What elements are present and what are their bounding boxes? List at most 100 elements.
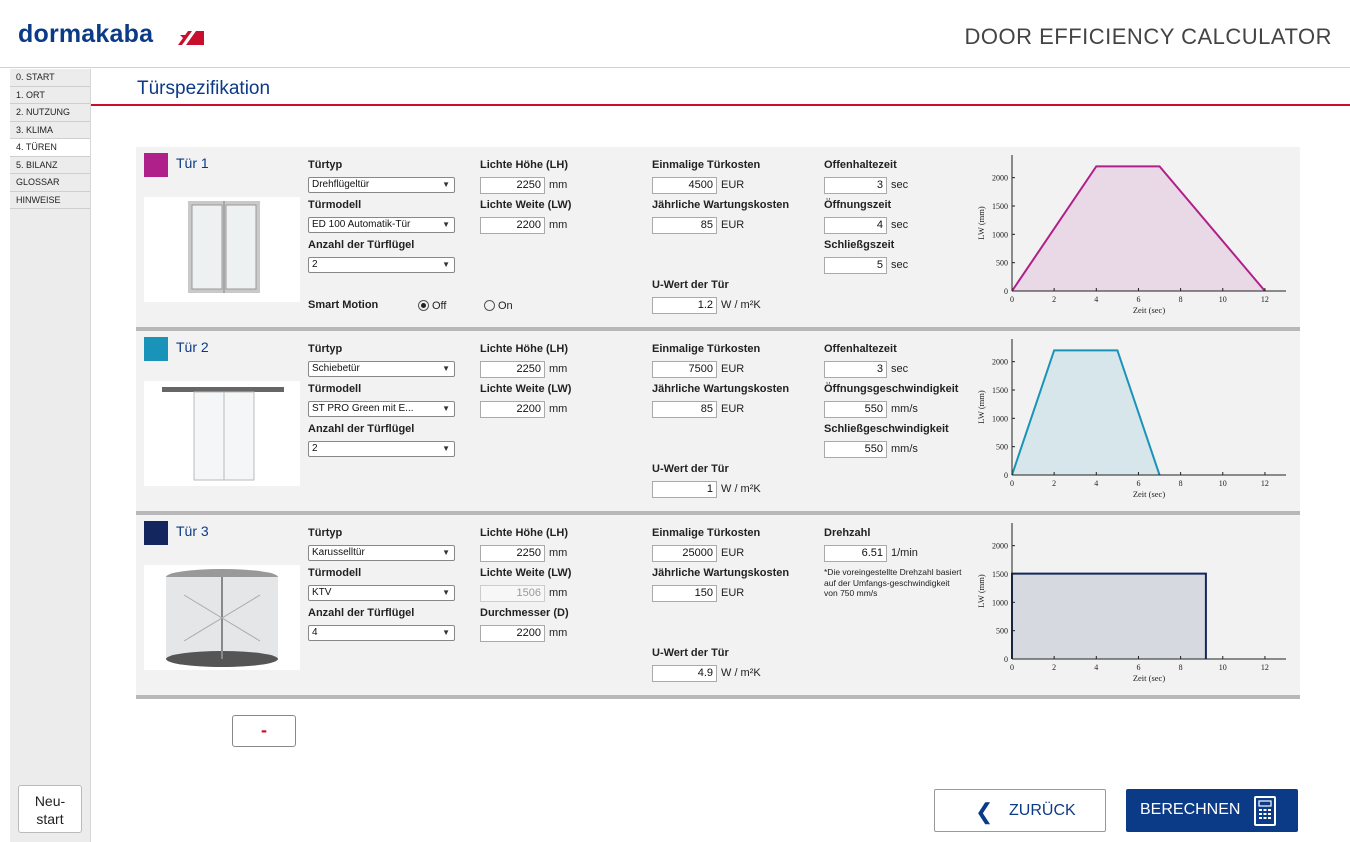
chart-y-tick-label: 500 — [996, 443, 1008, 452]
back-label: ZURÜCK — [1009, 802, 1076, 819]
mms-unit: mm/s — [891, 403, 918, 415]
door-model-label: Türmodell — [308, 567, 362, 579]
chart-y-tick-label: 500 — [996, 627, 1008, 636]
smart-motion-on-radio[interactable]: On — [484, 300, 513, 312]
smart-motion-off-radio[interactable]: Off — [418, 300, 446, 312]
one-time-cost-input[interactable]: 4500 — [652, 177, 717, 194]
eur-unit: EUR — [721, 179, 745, 191]
nav-start[interactable]: 0. START — [10, 69, 90, 87]
chart-x-tick-label: 6 — [1136, 663, 1140, 672]
clear-width-input-disabled: 1506 — [480, 585, 545, 602]
chart-y-tick-label: 1000 — [992, 230, 1008, 239]
u-value-label: U-Wert der Tür — [652, 647, 729, 659]
remove-door-button[interactable]: - — [232, 715, 296, 747]
clear-width-input[interactable]: 2200 — [480, 401, 545, 418]
chart-y-tick-label: 0 — [1004, 655, 1008, 664]
clear-height-input[interactable]: 2250 — [480, 361, 545, 378]
door-color-swatch — [144, 153, 168, 177]
diameter-input[interactable]: 2200 — [480, 625, 545, 642]
nav-nutzung[interactable]: 2. NUTZUNG — [10, 104, 90, 122]
one-time-cost-input[interactable]: 7500 — [652, 361, 717, 378]
door-type-select[interactable]: Karusselltür ▼ — [308, 545, 455, 561]
leaf-count-value: 2 — [312, 443, 318, 454]
mm-unit: mm — [549, 587, 568, 599]
door-name: Tür 1 — [176, 155, 209, 171]
door-1-chart: 0 2 4 6 8 10 12 0 500 1000 1500 2000 Zeit (sec) LW (m… — [976, 155, 1286, 315]
chevron-left-icon: ❮ — [975, 799, 994, 824]
leaf-count-select[interactable]: 2 ▼ — [308, 441, 455, 457]
nav-glossar[interactable]: GLOSSAR — [10, 174, 90, 192]
opening-time-input[interactable]: 4 — [824, 217, 887, 234]
one-time-cost-input[interactable]: 25000 — [652, 545, 717, 562]
eur-unit: EUR — [721, 363, 745, 375]
maintenance-label: Jährliche Wartungskosten — [652, 199, 790, 211]
nav-hinweise[interactable]: HINWEISE — [10, 191, 90, 209]
chart-x-tick-label: 4 — [1094, 479, 1098, 488]
clear-height-input[interactable]: 2250 — [480, 545, 545, 562]
door-model-select[interactable]: ST PRO Green mit E... ▼ — [308, 401, 455, 417]
leaf-count-select[interactable]: 2 ▼ — [308, 257, 455, 273]
chart-y-axis-label: LW (mm) — [976, 206, 986, 240]
door-model-label: Türmodell — [308, 199, 362, 211]
u-value-unit: W / m²K — [721, 299, 761, 311]
rotation-label: Drehzahl — [824, 527, 871, 539]
calculate-button[interactable]: BERECHNEN — [1126, 789, 1298, 832]
maintenance-input[interactable]: 85 — [652, 217, 717, 234]
sliding-door-image — [144, 381, 300, 486]
rotation-note: *Die voreingestellte Drehzahl basiert au… — [824, 567, 962, 598]
leaf-count-select[interactable]: 4 ▼ — [308, 625, 455, 641]
title-divider — [91, 104, 1350, 106]
sidebar: 0. START 1. ORT 2. NUTZUNG 3. KLIMA 4. T… — [10, 69, 91, 842]
chart-y-tick-label: 1500 — [992, 386, 1008, 395]
u-value-input[interactable]: 1.2 — [652, 297, 717, 314]
maintenance-input[interactable]: 150 — [652, 585, 717, 602]
restart-label-2: start — [36, 811, 64, 827]
door-color-swatch — [144, 521, 168, 545]
chart-x-tick-label: 2 — [1052, 295, 1056, 304]
chart-x-axis-label: Zeit (sec) — [1133, 673, 1165, 683]
closing-time-input[interactable]: 5 — [824, 257, 887, 274]
nav-tueren[interactable]: 4. TÜREN — [10, 139, 90, 157]
door-type-value: Drehflügeltür — [312, 179, 370, 190]
door-model-select[interactable]: KTV ▼ — [308, 585, 455, 601]
maintenance-input[interactable]: 85 — [652, 401, 717, 418]
dropdown-arrow-icon: ▼ — [442, 180, 450, 189]
restart-button[interactable]: Neu- start — [18, 785, 82, 833]
chart-x-tick-label: 10 — [1219, 479, 1227, 488]
rotation-input[interactable]: 6.51 — [824, 545, 887, 562]
chart-x-tick-label: 2 — [1052, 479, 1056, 488]
chart-y-tick-label: 1500 — [992, 570, 1008, 579]
dormakaba-logo[interactable]: dormakaba — [18, 20, 154, 48]
chart-y-axis-label: LW (mm) — [976, 390, 986, 424]
page-title: Türspezifikation — [137, 78, 271, 99]
radio-off-label: Off — [432, 300, 447, 312]
clear-height-input[interactable]: 2250 — [480, 177, 545, 194]
mms-unit: mm/s — [891, 443, 918, 455]
u-value-input[interactable]: 4.9 — [652, 665, 717, 682]
chart-x-tick-label: 8 — [1179, 663, 1183, 672]
nav-bilanz[interactable]: 5. BILANZ — [10, 156, 90, 174]
hold-open-input[interactable]: 3 — [824, 361, 887, 378]
chart-y-tick-label: 0 — [1004, 471, 1008, 480]
back-button[interactable]: ❮ ZURÜCK — [934, 789, 1106, 832]
hold-open-input[interactable]: 3 — [824, 177, 887, 194]
one-time-cost-label: Einmalige Türkosten — [652, 343, 761, 355]
opening-speed-input[interactable]: 550 — [824, 401, 887, 418]
nav-ort[interactable]: 1. ORT — [10, 86, 90, 104]
u-value-input[interactable]: 1 — [652, 481, 717, 498]
chart-x-axis-label: Zeit (sec) — [1133, 305, 1165, 315]
door-type-select[interactable]: Schiebetür ▼ — [308, 361, 455, 377]
nav-klima[interactable]: 3. KLIMA — [10, 121, 90, 139]
door-type-select[interactable]: Drehflügeltür ▼ — [308, 177, 455, 193]
u-value-unit: W / m²K — [721, 483, 761, 495]
clear-width-input[interactable]: 2200 — [480, 217, 545, 234]
mm-unit: mm — [549, 547, 568, 559]
chart-x-tick-label: 0 — [1010, 295, 1014, 304]
diameter-label: Durchmesser (D) — [480, 607, 569, 619]
door-model-select[interactable]: ED 100 Automatik-Tür ▼ — [308, 217, 455, 233]
closing-speed-input[interactable]: 550 — [824, 441, 887, 458]
mm-unit: mm — [549, 403, 568, 415]
chart-area-fill — [1012, 573, 1206, 659]
leaf-count-label: Anzahl der Türflügel — [308, 239, 415, 251]
door-model-value: ST PRO Green mit E... — [312, 403, 414, 414]
